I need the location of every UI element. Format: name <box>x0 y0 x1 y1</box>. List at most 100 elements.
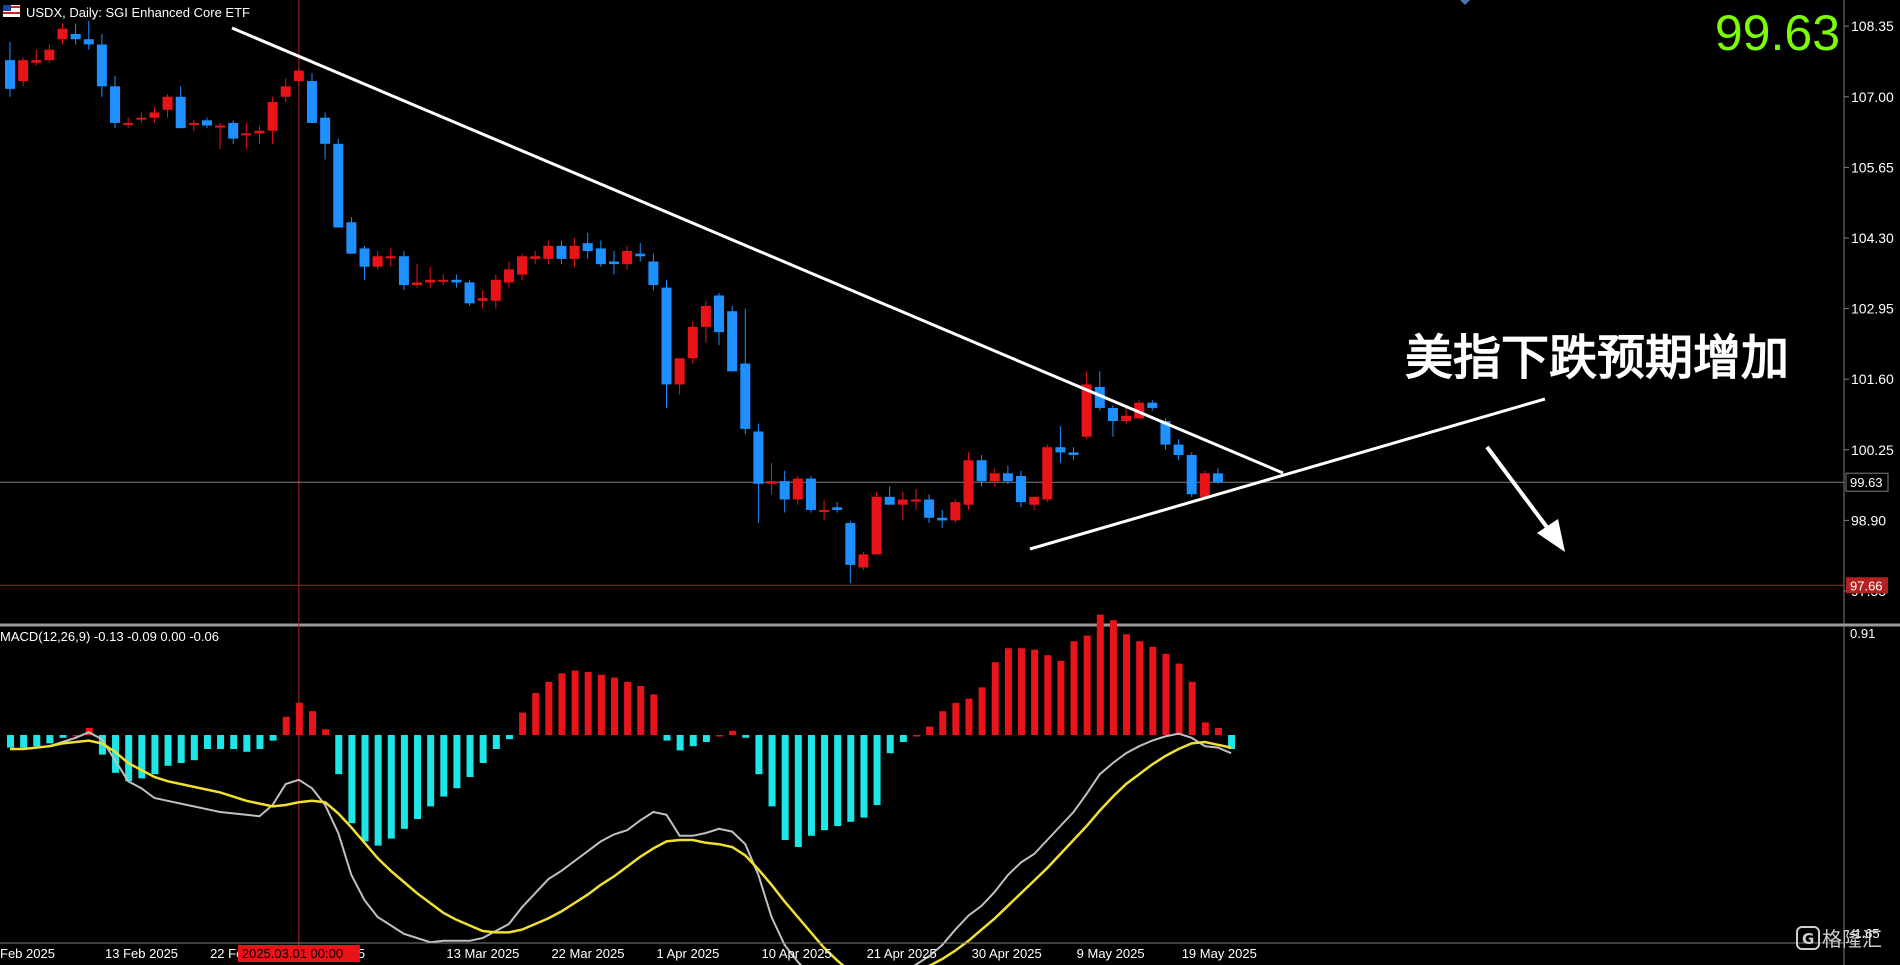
candle-body <box>320 117 331 144</box>
candle-body <box>517 256 528 275</box>
candle-body <box>1055 447 1066 453</box>
candle-body <box>819 509 830 512</box>
candle-body <box>438 279 449 282</box>
date-label: 13 Mar 2025 <box>446 946 519 961</box>
candle-body <box>845 523 856 565</box>
candle-body <box>648 261 659 286</box>
chevron-down-icon[interactable] <box>1460 0 1470 5</box>
candle-body <box>425 279 436 283</box>
macd-histogram-bar <box>322 729 330 735</box>
candle-body <box>451 279 462 283</box>
candle-body <box>201 120 212 126</box>
candle-body <box>1042 447 1053 500</box>
candle-body <box>1212 473 1223 483</box>
candle-body <box>924 499 935 518</box>
macd-histogram-bar <box>1031 649 1039 735</box>
candle-body <box>293 70 304 82</box>
date-label: 21 Apr 2025 <box>867 946 937 961</box>
macd-histogram-bar <box>1096 614 1104 735</box>
watermark-logo-letter: G <box>1802 930 1814 948</box>
macd-histogram-bar <box>1201 722 1209 735</box>
crosshair-date-tag: 2025.03.01 00:00 <box>242 946 343 961</box>
macd-lines-group <box>10 731 1232 965</box>
macd-histogram-bar <box>794 735 802 847</box>
macd-histogram-bar <box>702 735 710 742</box>
macd-histogram-bar <box>440 735 448 797</box>
macd-histogram-bar <box>282 716 290 735</box>
price-axis: 108.35 107.00 105.65 104.30 102.95 101.60 100.… <box>1844 18 1894 599</box>
macd-histogram-bar <box>834 735 842 826</box>
candle-body <box>897 499 908 505</box>
macd-histogram-bar <box>847 735 855 822</box>
macd-axis-bottom: -1.65 <box>1850 926 1880 941</box>
macd-histogram-bar <box>519 712 527 735</box>
macd-histogram-bar <box>453 735 461 789</box>
macd-histogram-bar <box>860 735 868 818</box>
candle-body <box>556 245 567 259</box>
downtrend-line[interactable] <box>231 26 1284 475</box>
candle-body <box>228 122 239 139</box>
candle-body <box>385 256 396 259</box>
macd-histogram-bar <box>1004 648 1012 735</box>
macd-histogram-bar <box>125 735 133 782</box>
macd-histogram-bar <box>308 711 316 735</box>
candle-body <box>477 298 488 301</box>
candle-body <box>727 311 738 372</box>
candle-body <box>215 125 226 128</box>
candle-body <box>1068 452 1079 456</box>
candle-body <box>254 130 265 134</box>
candle-body <box>910 499 921 502</box>
candle-body <box>1081 384 1092 437</box>
macd-histogram-bar <box>912 735 920 737</box>
macd-histogram-bar <box>1136 641 1144 735</box>
candle-body <box>149 112 160 118</box>
macd-histogram-bar <box>151 735 159 775</box>
candle-body <box>412 282 423 286</box>
watermark: G 格隆汇 <box>1796 926 1882 951</box>
macd-histogram-bar <box>978 687 986 735</box>
macd-histogram-bar <box>873 735 881 805</box>
macd-histogram-bar <box>505 735 513 740</box>
price-tick-label: 104.30 <box>1851 230 1894 246</box>
macd-histogram-bar <box>335 735 343 775</box>
macd-histogram-bar <box>886 735 894 754</box>
candle-body <box>123 122 134 125</box>
macd-histogram-bar <box>650 694 658 735</box>
candle-body <box>464 282 475 304</box>
current-price-tag-bg <box>1845 472 1889 492</box>
macd-histogram-bar <box>230 735 238 749</box>
macd-histogram-bar <box>1044 655 1052 735</box>
macd-histogram-bar <box>584 672 592 735</box>
candle-body <box>635 253 646 257</box>
candle-body <box>346 222 357 254</box>
candle-body <box>490 279 501 301</box>
macd-histogram-bar <box>926 726 934 735</box>
support-price-tag-bg <box>1846 577 1888 594</box>
macd-histogram-bar <box>20 735 28 748</box>
macd-histogram-bar <box>729 730 737 735</box>
candle-body <box>1029 496 1040 505</box>
candle-body <box>674 358 685 385</box>
candle-body <box>792 478 803 500</box>
macd-histogram-bar <box>637 686 645 735</box>
candle-body <box>530 256 541 259</box>
macd-histogram-bar <box>807 735 815 836</box>
price-tick-label: 98.90 <box>1851 512 1886 528</box>
macd-histogram-bar <box>295 702 303 735</box>
macd-label: MACD(12,26,9) -0.13 -0.09 0.00 -0.06 <box>0 629 219 644</box>
candle-body <box>398 256 409 286</box>
candle-body <box>1094 387 1105 408</box>
date-label: 10 Apr 2025 <box>762 946 832 961</box>
uptrend-line[interactable] <box>1029 397 1546 551</box>
macd-histogram-bar <box>545 681 553 735</box>
annotation-text: 美指下跌预期增加 <box>1405 330 1789 386</box>
macd-histogram-bar <box>138 735 146 779</box>
candle-body <box>1186 455 1197 495</box>
price-tick-label: 107.00 <box>1851 89 1894 105</box>
watermark-text: 格隆汇 <box>1822 927 1882 951</box>
candle-body <box>31 60 42 63</box>
macd-histogram-bar <box>991 662 999 735</box>
candle-body <box>162 96 173 110</box>
crosshair-date-tag-bg <box>237 945 360 962</box>
